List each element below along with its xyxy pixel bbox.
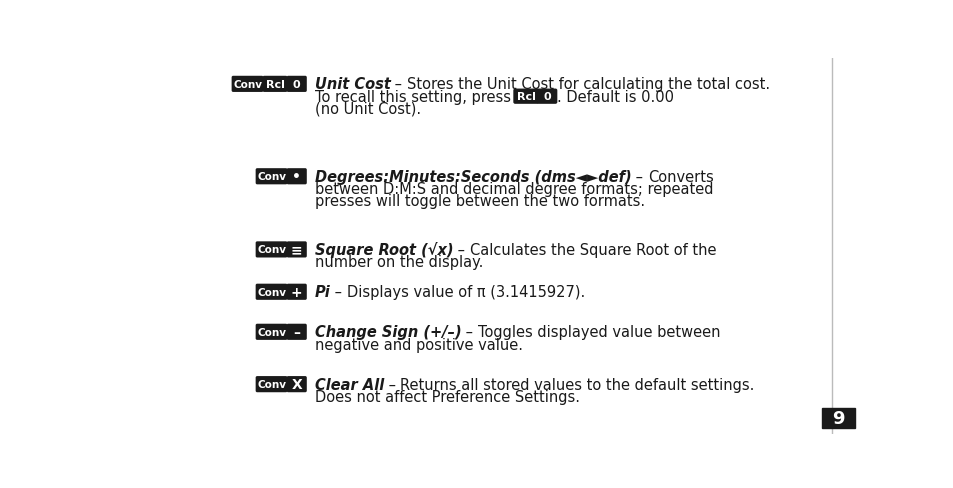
Text: –: –: [293, 325, 300, 339]
Text: Returns all stored values to the default settings.: Returns all stored values to the default…: [400, 377, 754, 392]
Text: +: +: [291, 285, 302, 299]
Text: Toggles displayed value between: Toggles displayed value between: [477, 325, 720, 340]
Text: Calculates the Square Root of the: Calculates the Square Root of the: [469, 243, 716, 257]
Text: Conv: Conv: [256, 245, 286, 255]
Text: Square Root (√x): Square Root (√x): [314, 242, 453, 258]
Text: Rcl: Rcl: [516, 92, 535, 102]
Text: X: X: [291, 377, 302, 391]
Text: –: –: [460, 325, 477, 340]
Text: Displays value of π (3.1415927).: Displays value of π (3.1415927).: [347, 285, 584, 300]
Text: Rcl: Rcl: [265, 80, 284, 90]
FancyBboxPatch shape: [255, 242, 287, 258]
Text: Unit Cost: Unit Cost: [314, 77, 390, 92]
Text: 9: 9: [831, 409, 843, 427]
Text: Change Sign (+/–): Change Sign (+/–): [314, 325, 460, 340]
Text: –: –: [390, 77, 407, 92]
FancyBboxPatch shape: [286, 324, 307, 340]
FancyBboxPatch shape: [821, 408, 854, 428]
FancyBboxPatch shape: [232, 77, 263, 93]
Text: Conv: Conv: [256, 287, 286, 297]
Text: –: –: [383, 377, 400, 392]
FancyBboxPatch shape: [255, 284, 287, 300]
FancyBboxPatch shape: [286, 169, 307, 185]
FancyBboxPatch shape: [255, 376, 287, 392]
Text: Conv: Conv: [256, 379, 286, 389]
Text: •: •: [292, 170, 301, 184]
FancyBboxPatch shape: [286, 77, 307, 93]
FancyBboxPatch shape: [286, 284, 307, 300]
Text: Conv: Conv: [233, 80, 262, 90]
Text: –: –: [453, 243, 469, 257]
Text: (no Unit Cost).: (no Unit Cost).: [314, 102, 420, 117]
Text: Converts: Converts: [647, 169, 713, 184]
Text: Conv: Conv: [256, 172, 286, 182]
Text: Clear All: Clear All: [314, 377, 383, 392]
FancyBboxPatch shape: [262, 77, 287, 93]
FancyBboxPatch shape: [255, 169, 287, 185]
Text: presses will toggle between the two formats.: presses will toggle between the two form…: [314, 194, 644, 209]
Text: Stores the Unit Cost for calculating the total cost.: Stores the Unit Cost for calculating the…: [407, 77, 769, 92]
FancyBboxPatch shape: [537, 90, 556, 104]
Text: negative and positive value.: negative and positive value.: [314, 337, 522, 352]
Text: Does not affect Preference Settings.: Does not affect Preference Settings.: [314, 389, 578, 404]
Text: 0: 0: [542, 92, 550, 102]
Text: Pi: Pi: [314, 285, 330, 300]
FancyBboxPatch shape: [286, 376, 307, 392]
FancyBboxPatch shape: [286, 242, 307, 258]
Text: –: –: [631, 169, 647, 184]
Text: Degrees:Minutes:Seconds (dms◄►def): Degrees:Minutes:Seconds (dms◄►def): [314, 169, 631, 184]
Text: –: –: [330, 285, 347, 300]
Text: number on the display.: number on the display.: [314, 255, 482, 270]
Text: . Default is 0.00: . Default is 0.00: [557, 89, 674, 104]
Text: To recall this setting, press: To recall this setting, press: [314, 89, 515, 104]
Text: between D:M:S and decimal degree formats; repeated: between D:M:S and decimal degree formats…: [314, 182, 712, 197]
FancyBboxPatch shape: [255, 324, 287, 340]
FancyBboxPatch shape: [514, 90, 537, 104]
Text: Conv: Conv: [256, 327, 286, 337]
Text: 0: 0: [293, 80, 300, 90]
Text: ≡: ≡: [291, 243, 302, 257]
